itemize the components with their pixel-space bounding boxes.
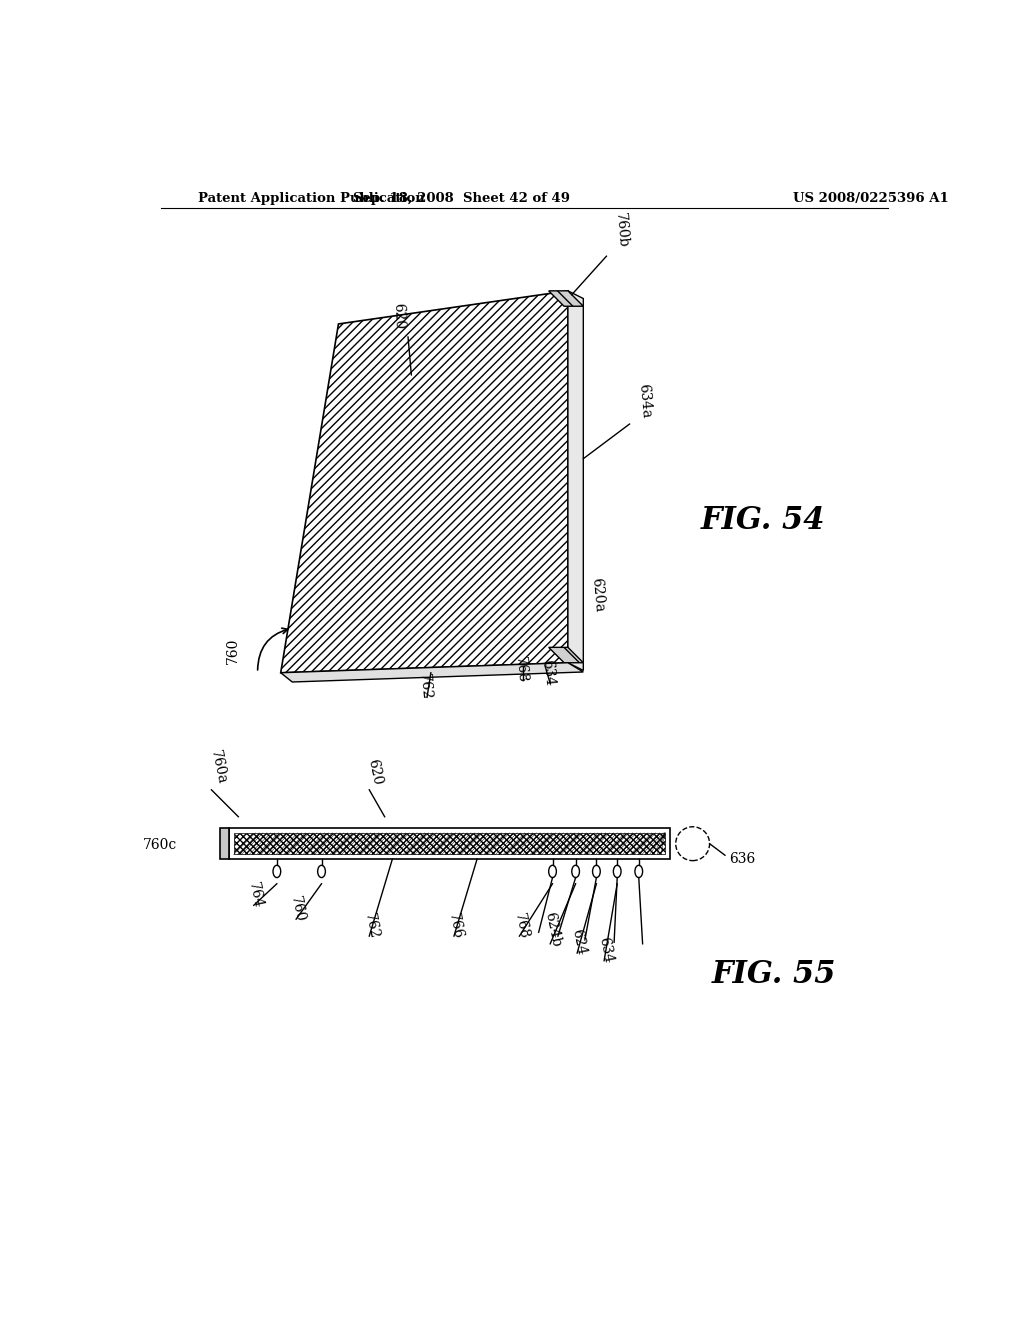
Text: 634a: 634a xyxy=(636,383,652,418)
Polygon shape xyxy=(281,290,568,673)
Polygon shape xyxy=(549,647,584,663)
Text: FIG. 55: FIG. 55 xyxy=(712,960,837,990)
Ellipse shape xyxy=(549,866,556,878)
Polygon shape xyxy=(568,290,584,671)
Bar xyxy=(220,829,229,859)
Text: 620a: 620a xyxy=(590,577,606,612)
Text: US 2008/0225396 A1: US 2008/0225396 A1 xyxy=(793,191,948,205)
Text: 760b: 760b xyxy=(612,213,630,248)
Text: FIG. 54: FIG. 54 xyxy=(700,504,825,536)
Ellipse shape xyxy=(593,866,600,878)
Ellipse shape xyxy=(317,866,326,878)
Text: 762: 762 xyxy=(417,673,433,701)
Bar xyxy=(229,829,670,859)
Ellipse shape xyxy=(613,866,621,878)
Text: 768: 768 xyxy=(513,656,529,684)
Text: 762: 762 xyxy=(361,911,381,940)
Text: 760: 760 xyxy=(226,638,240,664)
Text: 760a: 760a xyxy=(208,748,228,785)
Text: 760: 760 xyxy=(289,895,307,923)
Text: 634: 634 xyxy=(596,936,615,965)
Bar xyxy=(233,833,665,854)
Text: 620: 620 xyxy=(366,758,385,785)
Text: 760c: 760c xyxy=(142,838,177,853)
Ellipse shape xyxy=(273,866,281,878)
Text: 766: 766 xyxy=(446,911,466,940)
Text: 636: 636 xyxy=(729,853,755,866)
Text: 620: 620 xyxy=(391,302,406,330)
Text: Sep. 18, 2008  Sheet 42 of 49: Sep. 18, 2008 Sheet 42 of 49 xyxy=(353,191,570,205)
Ellipse shape xyxy=(635,866,643,878)
Text: 634: 634 xyxy=(541,659,557,686)
Polygon shape xyxy=(281,663,584,682)
Polygon shape xyxy=(549,290,584,306)
Text: 624: 624 xyxy=(569,928,589,957)
Text: Patent Application Publication: Patent Application Publication xyxy=(199,191,425,205)
Text: 768: 768 xyxy=(512,911,530,940)
Text: 624b: 624b xyxy=(543,911,563,948)
Ellipse shape xyxy=(571,866,580,878)
Text: 764: 764 xyxy=(246,880,265,909)
